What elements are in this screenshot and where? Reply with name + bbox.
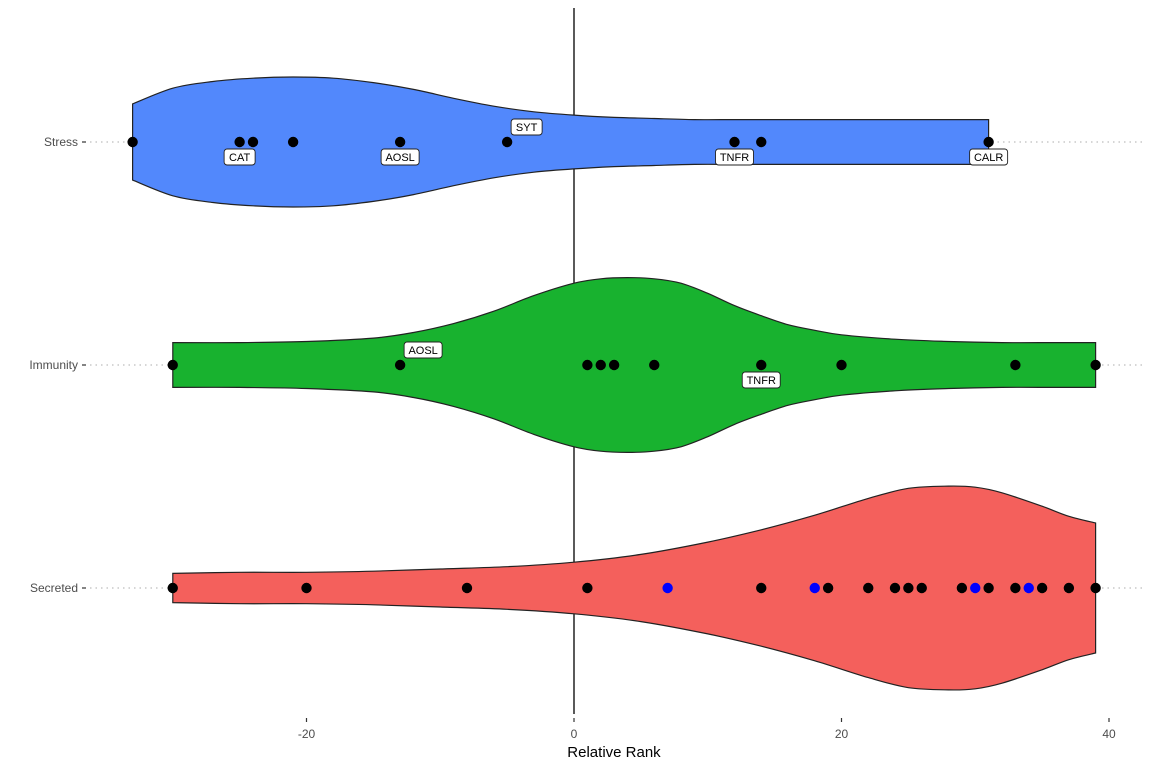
- x-tick-label-0: -20: [298, 727, 316, 741]
- gene-label-stress-2: SYT: [510, 118, 543, 136]
- point-immunity-6: [756, 359, 767, 371]
- point-secreted-11: [916, 582, 927, 594]
- gene-label-box: [715, 148, 754, 166]
- point-stress-0: [127, 136, 138, 148]
- point-secreted-19: [1090, 582, 1101, 594]
- point-stress-5: [501, 136, 513, 148]
- gene-label-stress-3: TNFR: [715, 148, 754, 166]
- gene-label-text: CAT: [229, 152, 250, 164]
- violin-stress: [132, 76, 990, 208]
- y-axis: Stress Immunity Secreted: [29, 135, 86, 595]
- point-secreted-7: [822, 582, 834, 594]
- gene-label-box: [403, 341, 443, 359]
- violin-immunity: [172, 276, 1097, 454]
- x-axis-title: Relative Rank: [567, 744, 661, 761]
- point-secreted-12: [956, 582, 968, 594]
- point-stress-4: [394, 136, 406, 148]
- point-immunity-1: [394, 359, 406, 371]
- gene-label-box: [223, 148, 256, 166]
- point-secreted-18: [1063, 582, 1075, 594]
- point-stress-2: [247, 136, 259, 148]
- x-tick-label-2: 20: [835, 727, 849, 741]
- point-stress-7: [756, 136, 767, 148]
- gene-label-text: AOSL: [408, 345, 437, 357]
- point-secreted-17: [1036, 582, 1048, 594]
- gene-label-text: TNFR: [747, 375, 776, 387]
- point-secreted-13: [970, 582, 981, 594]
- violin-layer: [132, 76, 1097, 691]
- point-secreted-10: [903, 582, 914, 594]
- point-layer: [127, 136, 1101, 594]
- gene-label-stress-4: CALR: [969, 148, 1009, 166]
- point-secreted-9: [889, 582, 901, 594]
- y-tick-label-secreted: Secreted: [30, 581, 78, 595]
- point-secreted-0: [167, 582, 178, 594]
- point-secreted-8: [863, 582, 874, 594]
- point-secreted-4: [662, 582, 673, 594]
- gene-label-text: TNFR: [720, 152, 749, 164]
- gene-label-box: [380, 148, 420, 166]
- gene-label-layer: CAT AOSL SYT TNFR CALR AOSL TNFR: [223, 118, 1009, 389]
- x-tick-label-3: 40: [1102, 727, 1116, 741]
- point-stress-8: [983, 136, 994, 148]
- point-stress-1: [234, 136, 245, 148]
- y-tick-label-immunity: Immunity: [29, 358, 78, 372]
- x-axis: -20 0 20 40: [298, 718, 1116, 741]
- point-secreted-6: [809, 582, 820, 594]
- point-secreted-16: [1023, 582, 1034, 594]
- point-secreted-3: [582, 582, 593, 594]
- x-tick-label-1: 0: [571, 727, 578, 741]
- gene-label-box: [741, 371, 781, 389]
- point-immunity-2: [582, 359, 593, 371]
- gene-label-text: SYT: [516, 122, 538, 134]
- point-secreted-15: [1010, 582, 1021, 594]
- gene-label-stress-1: AOSL: [380, 148, 420, 166]
- gene-label-box: [969, 148, 1009, 166]
- gene-label-text: AOSL: [385, 152, 414, 164]
- y-tick-label-stress: Stress: [44, 135, 78, 149]
- gene-label-stress-0: CAT: [223, 148, 256, 166]
- point-stress-3: [287, 136, 299, 148]
- point-immunity-0: [167, 359, 178, 371]
- point-immunity-5: [649, 359, 660, 371]
- point-immunity-7: [836, 359, 847, 371]
- gene-label-text: CALR: [974, 152, 1003, 164]
- point-secreted-2: [461, 582, 473, 594]
- gene-label-immunity-1: TNFR: [741, 371, 781, 389]
- point-stress-6: [729, 136, 740, 148]
- point-immunity-8: [1010, 359, 1021, 371]
- point-secreted-1: [301, 582, 312, 594]
- point-immunity-3: [595, 359, 606, 371]
- point-immunity-4: [608, 359, 620, 371]
- gene-label-box: [510, 118, 543, 136]
- violin-secreted: [172, 485, 1097, 691]
- gene-label-immunity-0: AOSL: [403, 341, 443, 359]
- point-secreted-14: [983, 582, 994, 594]
- point-immunity-9: [1090, 359, 1101, 371]
- point-secreted-5: [756, 582, 767, 594]
